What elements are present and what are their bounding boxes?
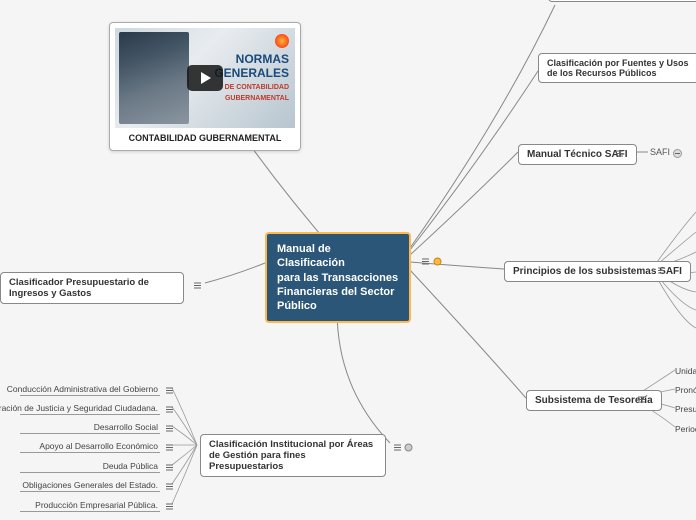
video-card[interactable]: NORMAS GENERALES DE CONTABILIDAD GUBERNA… <box>109 22 301 151</box>
tesoreria-notes-icon[interactable] <box>636 394 646 404</box>
node-tesoreria-label: Subsistema de Tesorería <box>535 395 653 406</box>
central-l4: Público <box>277 299 399 313</box>
leaf-left-6[interactable]: Producción Empresarial Pública. <box>35 500 158 510</box>
video-overlay-l2: GENERALES <box>214 66 289 80</box>
node-clasif-inst[interactable]: Clasificación Institucional por Áreas de… <box>200 434 386 477</box>
video-thumbnail[interactable]: NORMAS GENERALES DE CONTABILIDAD GUBERNA… <box>115 28 295 128</box>
central-l3: Financieras del Sector <box>277 285 399 299</box>
principios-notes-icon[interactable] <box>656 265 666 275</box>
leaf-right-0[interactable]: Unidad <box>675 366 696 376</box>
video-overlay-l4: GUBERNAMENTAL <box>214 95 289 103</box>
central-l2: para las Transacciones <box>277 271 399 285</box>
node-clasif-presup-label: Clasificador Presupuestario de Ingresos … <box>9 277 149 299</box>
clasif-presup-notes-icon[interactable] <box>192 280 202 290</box>
leaf-left-3[interactable]: Apoyo al Desarrollo Económico <box>39 441 158 451</box>
manual-notes-icon[interactable] <box>614 148 624 158</box>
video-overlay-l1: NORMAS <box>214 52 289 66</box>
leaf-left-0[interactable]: Conducción Administrativa del Gobierno <box>7 384 158 394</box>
safi-tag: SAFI <box>650 147 670 157</box>
leaf-right-1[interactable]: Pronóstic <box>675 385 696 395</box>
central-l1: Manual de Clasificación <box>277 242 399 271</box>
node-clasif-presup[interactable]: Clasificador Presupuestario de Ingresos … <box>0 272 184 304</box>
node-cutoff-top[interactable] <box>548 0 696 2</box>
leaf-left-5[interactable]: Obligaciones Generales del Estado. <box>22 480 158 490</box>
leaf-left-notes-icon-1[interactable] <box>164 404 174 414</box>
node-clasif-inst-label: Clasificación Institucional por Áreas de… <box>209 439 373 472</box>
video-caption: CONTABILIDAD GUBERNAMENTAL <box>115 128 295 145</box>
leaf-right-2[interactable]: Presupu <box>675 404 696 414</box>
leaf-right-3[interactable]: Periodic <box>675 424 696 434</box>
node-clasif-fuentes[interactable]: Clasificación por Fuentes y Usos de los … <box>538 53 696 83</box>
node-manual-tecnico-label: Manual Técnico SAFI <box>527 149 628 160</box>
play-icon[interactable] <box>187 65 223 91</box>
leaf-left-notes-icon-3[interactable] <box>164 442 174 452</box>
node-clasif-fuentes-label: Clasificación por Fuentes y Usos de los … <box>547 58 689 78</box>
leaf-left-notes-icon-6[interactable] <box>164 501 174 511</box>
leaf-left-notes-icon-0[interactable] <box>164 385 174 395</box>
clasif-inst-attach-icon[interactable] <box>403 442 413 452</box>
central-node[interactable]: Manual de Clasificación para las Transac… <box>265 232 411 323</box>
clasif-inst-notes-icon[interactable] <box>392 442 402 452</box>
leaf-left-4[interactable]: Deuda Pública <box>103 461 158 471</box>
leaf-left-notes-icon-2[interactable] <box>164 423 174 433</box>
safi-minus-icon[interactable] <box>672 148 682 158</box>
leaf-left-1[interactable]: Administración de Justicia y Seguridad C… <box>0 403 158 413</box>
leaf-left-notes-icon-5[interactable] <box>164 481 174 491</box>
video-overlay-l3: DE CONTABILIDAD <box>214 84 289 92</box>
central-notes-icon[interactable] <box>420 256 430 266</box>
leaf-left-notes-icon-4[interactable] <box>164 462 174 472</box>
central-attach-icon[interactable] <box>432 256 442 266</box>
leaf-left-2[interactable]: Desarrollo Social <box>94 422 158 432</box>
